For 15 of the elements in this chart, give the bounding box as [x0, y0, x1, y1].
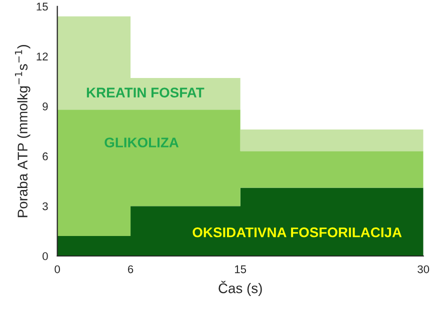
y-tick-label: 12	[36, 52, 48, 60]
series-label: KREATIN FOSFAT	[86, 88, 204, 98]
y-axis-title: Poraba ATP (mmolkg$^{−1}$s$^{−1}$)	[14, 45, 30, 218]
x-tick-label: 15	[235, 265, 246, 274]
x-axis-title: Čas (s)	[218, 280, 262, 296]
x-tick-label: 6	[128, 265, 134, 274]
y-tick-label: 15	[36, 2, 48, 11]
series-label: OKSIDATIVNA FOSFORILACIJA	[192, 227, 402, 238]
x-tick-label: 30	[418, 265, 430, 274]
y-tick-label: 9	[42, 102, 48, 110]
y-tick-label: 0	[42, 252, 48, 260]
x-tick-label: 0	[54, 265, 60, 274]
y-tick-label: 3	[42, 202, 48, 210]
series-label: GLIKOLIZA	[104, 138, 179, 148]
y-tick-label: 6	[42, 152, 48, 160]
